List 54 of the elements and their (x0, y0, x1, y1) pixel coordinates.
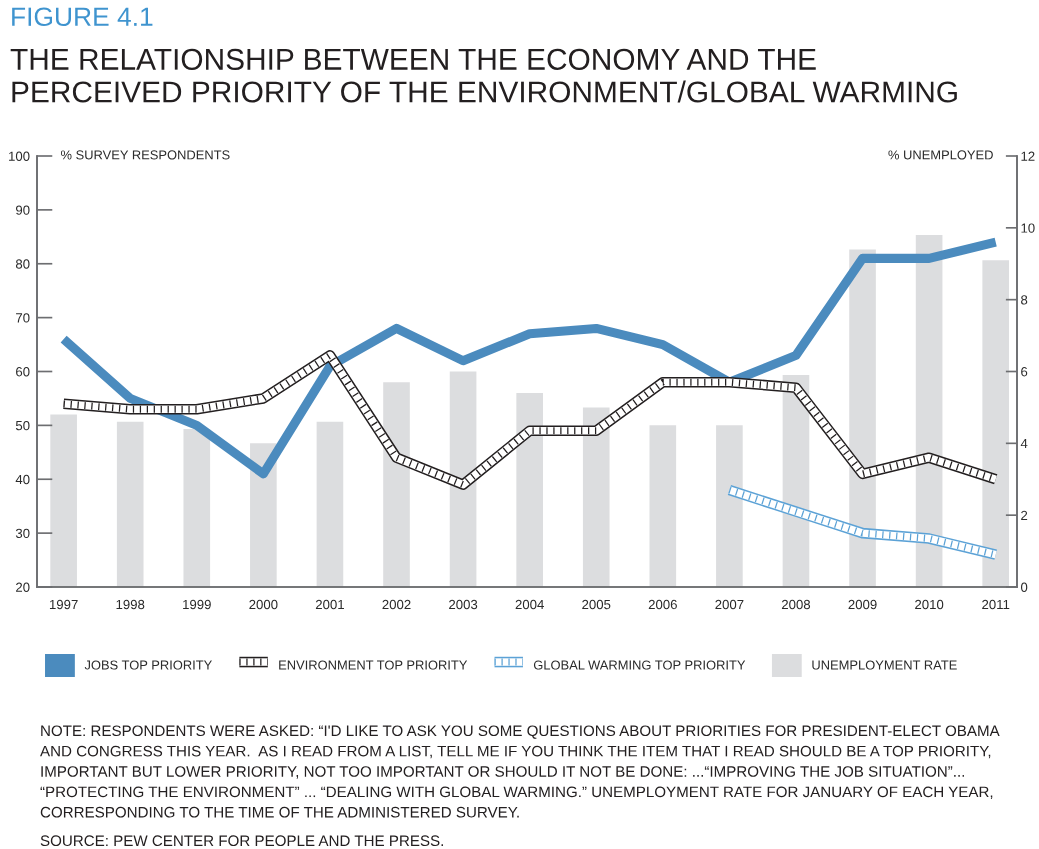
x-tick-label: 2011 (982, 599, 1010, 610)
bar (982, 260, 1010, 587)
x-tick-label: 2001 (315, 599, 344, 610)
x-tick-label: 1999 (183, 599, 211, 610)
bar (250, 443, 277, 587)
legend-label: ENVIRONMENT TOP PRIORITY (279, 660, 468, 670)
y-tick-label: 30 (15, 528, 30, 539)
x-tick-label: 2008 (781, 599, 811, 610)
y2-tick-label: 12 (1021, 151, 1035, 161)
x-tick-label: 1998 (116, 599, 145, 610)
x-tick-label: 2009 (848, 599, 877, 610)
x-tick-label: 2003 (449, 599, 478, 610)
y2-tick-label: 4 (1020, 439, 1028, 449)
bar (516, 393, 543, 587)
y-tick-label: 70 (16, 313, 30, 323)
y-axis-title: % SURVEY RESPONDENTS (60, 150, 230, 160)
x-tick-label: 1997 (49, 599, 78, 610)
y2-tick-label: 0 (1020, 582, 1028, 592)
x-tick-label: 2010 (915, 599, 944, 610)
y-tick-label: 60 (16, 367, 30, 377)
bar (716, 425, 743, 587)
bar (50, 414, 77, 587)
y2-tick-label: 8 (1021, 295, 1028, 305)
y2-axis-title: % UNEMPLOYED (888, 150, 993, 160)
source-note: SOURCE: PEW CENTER FOR PEOPLE AND THE PRESS. (40, 835, 443, 847)
bar (116, 421, 144, 587)
bar (383, 382, 410, 587)
y2-tick-label: 10 (1021, 223, 1035, 233)
bar (183, 428, 211, 587)
y2-tick-label: 2 (1021, 510, 1028, 520)
legend-label: GLOBAL WARMING TOP PRIORITY (533, 660, 746, 670)
chart-subtitle: THE RELATIONSHIP BETWEEN THE ECONOMY AND THE PERCEIVED PRIORITY OF THE ENVIRONMENT/GLOBAL WARMING (10, 48, 957, 103)
legend-label: JOBS TOP PRIORITY (84, 660, 212, 670)
bar (316, 421, 344, 587)
x-tick-label: 2000 (249, 599, 278, 610)
text: NOTE: RESPONDENTS WERE ASKED: “I'D LIKE TO ASK YOU SOME QUESTIONS ABOUT PRIORITIES FOR PRESIDENT-ELECT OBAMA AND CONGRESS THIS YEAR. AS I READ FROM A LIST, TELL ME IF YOU THINK THE ITEM THAT I READ SHOULD BE A TOP PRIORITY, IMPORTANT BUT LOWER PRIORITY, NOT TOO IMPORTANT OR SHOULD IT NOT BE DONE: ...“IMPROVING THE JOB SITUATION”... “PROTECTING THE ENVIRONMENT” ... “DEALING WITH GLOBAL WARMING.” UNEMPLOYMENT RATE FOR JANUARY OF EACH YEAR, CORRESPONDING TO THE TIME OF THE ADMINISTERED SURVEY. (40, 725, 1000, 818)
x-tick-label: 2002 (382, 599, 411, 610)
y-tick-label: 20 (16, 582, 30, 592)
legend-label: UNEMPLOYMENT RATE (812, 660, 957, 670)
chart-title: FIGURE 4.1 (12, 7, 153, 27)
x-tick-label: 2005 (582, 599, 611, 610)
bar (649, 425, 677, 587)
x-tick-label: 2006 (648, 599, 677, 610)
y-tick-label: 80 (15, 259, 30, 269)
bar (449, 371, 477, 587)
y-tick-label: 90 (16, 205, 30, 215)
y-tick-label: 40 (15, 474, 30, 485)
bar (582, 407, 610, 587)
y2-tick-label: 6 (1021, 367, 1028, 377)
y-tick-label: 100 (9, 151, 30, 161)
bar (849, 249, 876, 587)
y-tick-label: 50 (15, 420, 30, 431)
x-tick-label: 2007 (715, 599, 744, 610)
x-tick-label: 2004 (515, 599, 544, 610)
